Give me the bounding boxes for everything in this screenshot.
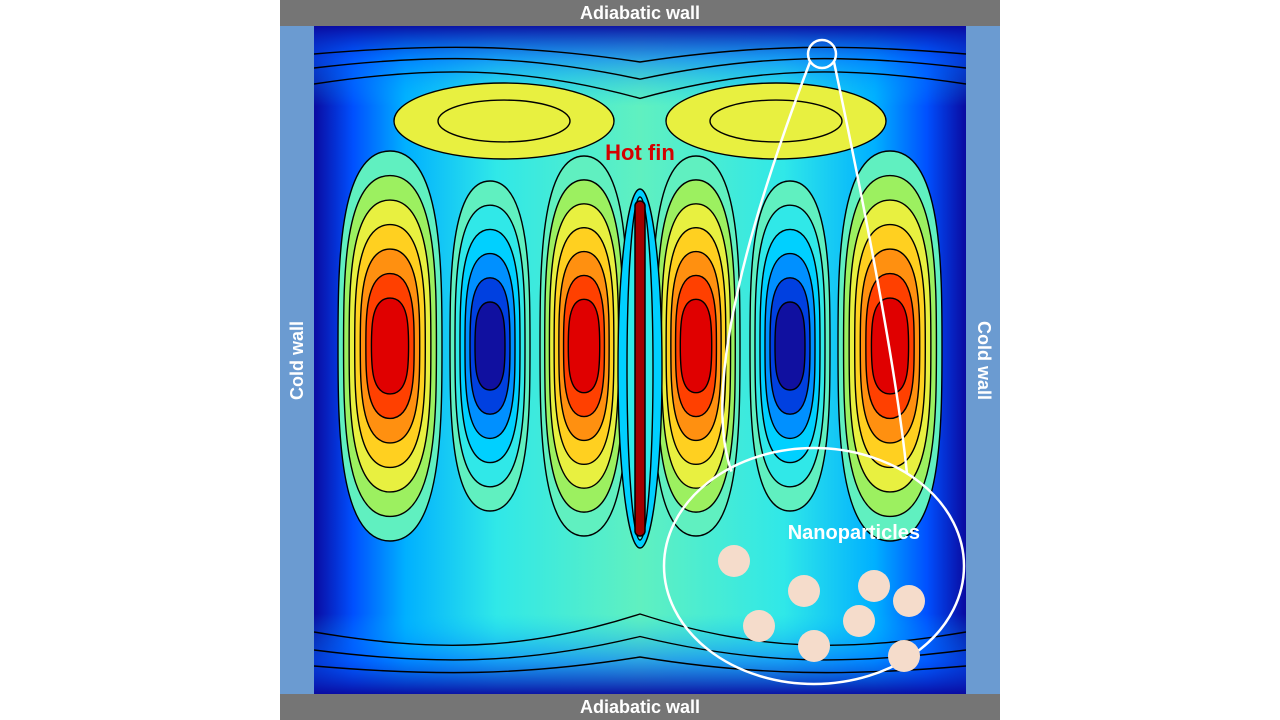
wall-bottom: Adiabatic wall bbox=[280, 694, 1000, 720]
wall-right: Cold wall bbox=[966, 26, 1000, 694]
wall-bottom-label: Adiabatic wall bbox=[580, 697, 700, 718]
wall-top: Adiabatic wall bbox=[280, 0, 1000, 26]
wall-right-label: Cold wall bbox=[973, 320, 994, 399]
wall-left: Cold wall bbox=[280, 26, 314, 694]
contour-field bbox=[314, 26, 966, 694]
wall-top-label: Adiabatic wall bbox=[580, 3, 700, 24]
wall-left-label: Cold wall bbox=[287, 320, 308, 399]
contour-svg bbox=[314, 26, 966, 694]
cavity-figure: Adiabatic wall Adiabatic wall Cold wall … bbox=[280, 0, 1000, 720]
